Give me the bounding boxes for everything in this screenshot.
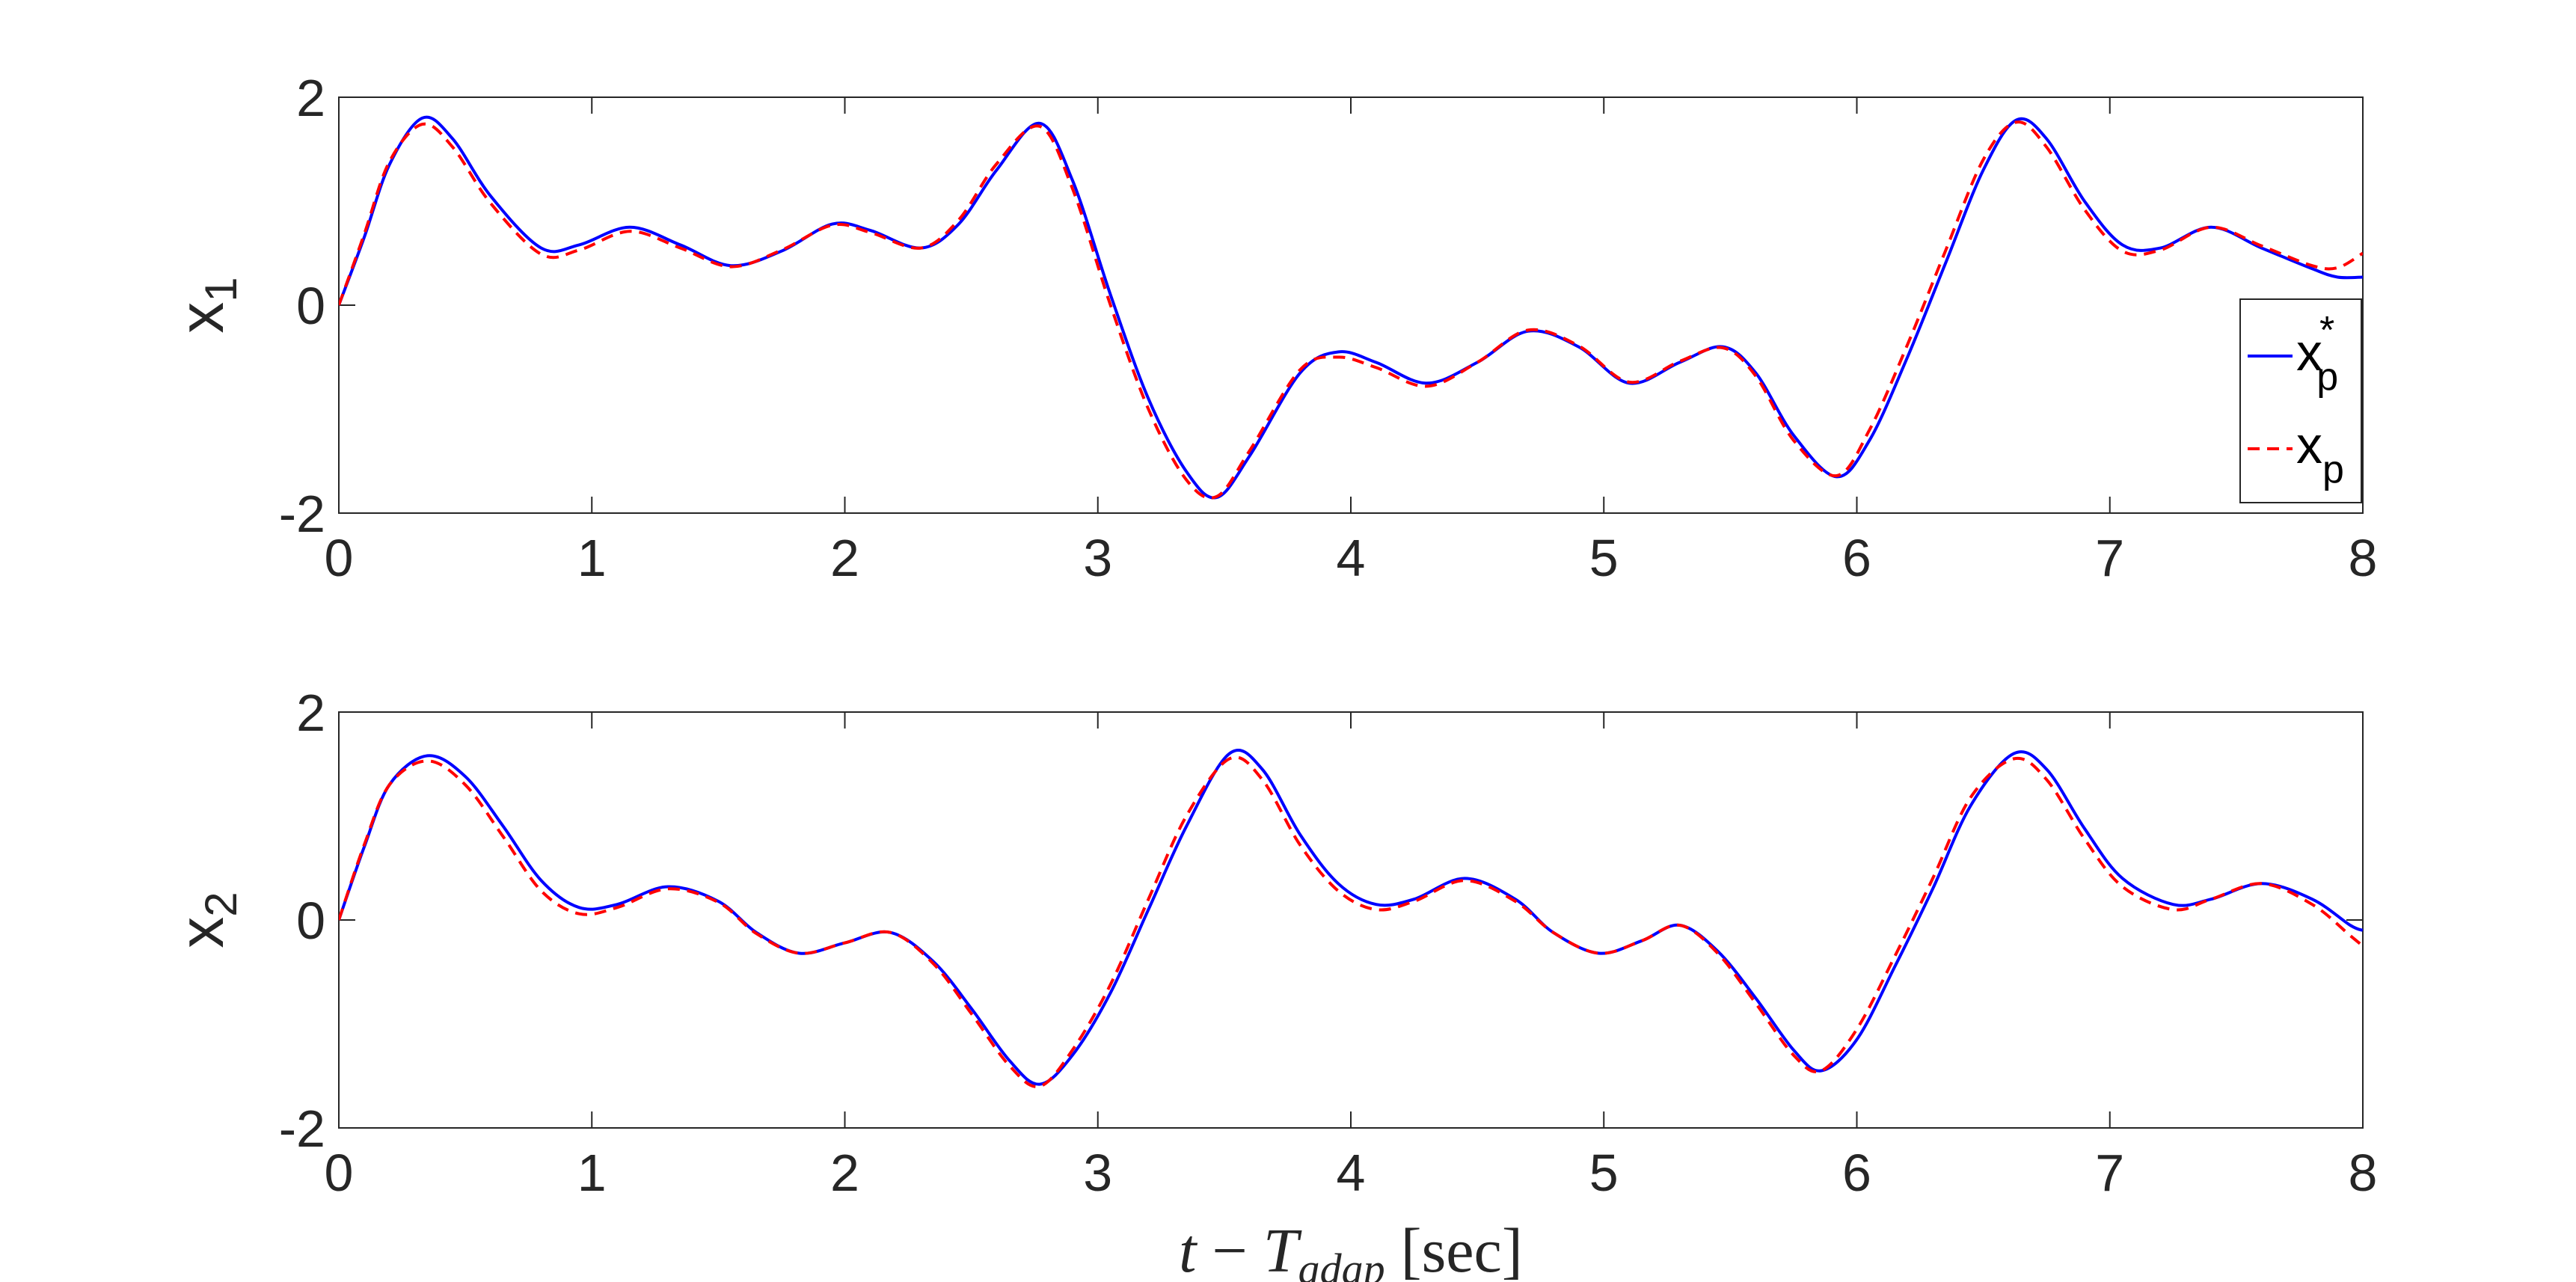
axis-ticks: 0 1 2 3 4 5 6 7 8-202 xyxy=(279,69,2378,587)
x-label-T: T xyxy=(1263,1216,1302,1282)
x-tick-label: 2 xyxy=(830,529,859,587)
x-label-t: t xyxy=(1179,1216,1198,1282)
legend-entry-xp: xp xyxy=(2296,416,2344,491)
axes-frame xyxy=(338,711,2364,1129)
series-line-xp-star xyxy=(339,749,2363,1086)
x-tick-label: 5 xyxy=(1589,529,1619,587)
subplot-x1: 0 1 2 3 4 5 6 7 8-202 x1 x* p xp xyxy=(166,69,2377,587)
legend-sup: * xyxy=(2319,309,2334,352)
y-tick-label: 2 xyxy=(296,69,325,127)
x-tick-label: 6 xyxy=(1842,529,1871,587)
y-tick-label: 0 xyxy=(296,277,325,335)
x-tick-label: 3 xyxy=(1083,1144,1112,1202)
legend-base: x xyxy=(2296,416,2322,474)
series-group xyxy=(339,115,2363,500)
x-label-subscript: adap xyxy=(1298,1245,1385,1282)
y-tick-label: -2 xyxy=(279,485,325,543)
x-tick-label: 4 xyxy=(1337,529,1366,587)
series-line-xp xyxy=(339,755,2363,1088)
y-axis-label-subscript: 1 xyxy=(196,277,246,301)
legend: x* p xp xyxy=(2239,298,2362,503)
x-tick-label: 2 xyxy=(830,1144,859,1202)
x-tick-label: 0 xyxy=(325,529,354,587)
x-tick-label: 7 xyxy=(2095,529,2124,587)
x-tick-label: 0 xyxy=(325,1144,354,1202)
legend-box xyxy=(2239,298,2362,503)
x-tick-label: 8 xyxy=(2349,529,2378,587)
subplot-x2: 0 1 2 3 4 5 6 7 8-202 x2 xyxy=(166,684,2377,1202)
y-axis-label-base: x xyxy=(166,302,236,334)
x-axis-label: t − Tadap [sec] xyxy=(1179,1216,1523,1282)
y-tick-label: 2 xyxy=(296,684,325,742)
legend-base: x xyxy=(2296,323,2322,381)
x-tick-label: 3 xyxy=(1083,529,1112,587)
legend-sub: p xyxy=(2316,355,2338,399)
y-tick-label: -2 xyxy=(279,1099,325,1158)
series-line-xp xyxy=(339,120,2363,500)
legend-sub: p xyxy=(2322,448,2344,491)
x-label-unit: [sec] xyxy=(1385,1216,1523,1282)
x-tick-label: 8 xyxy=(2349,1144,2378,1202)
x-tick-label: 4 xyxy=(1337,1144,1366,1202)
series-group xyxy=(339,749,2363,1088)
y-axis-label-subscript: 2 xyxy=(196,892,246,916)
x-tick-label: 6 xyxy=(1842,1144,1871,1202)
y-axis-label: x2 xyxy=(166,892,246,948)
x-tick-label: 1 xyxy=(577,1144,607,1202)
x-label-minus: − xyxy=(1197,1216,1263,1282)
axis-ticks: 0 1 2 3 4 5 6 7 8-202 xyxy=(279,684,2378,1202)
series-line-xp-star xyxy=(339,115,2363,500)
y-axis-label-base: x xyxy=(166,917,236,948)
y-tick-label: 0 xyxy=(296,892,325,950)
x-tick-label: 5 xyxy=(1589,1144,1619,1202)
x-tick-label: 7 xyxy=(2095,1144,2124,1202)
y-axis-label: x1 xyxy=(166,277,246,333)
x-tick-label: 1 xyxy=(577,529,607,587)
legend-entry-xp-star: x* p xyxy=(2296,309,2338,399)
